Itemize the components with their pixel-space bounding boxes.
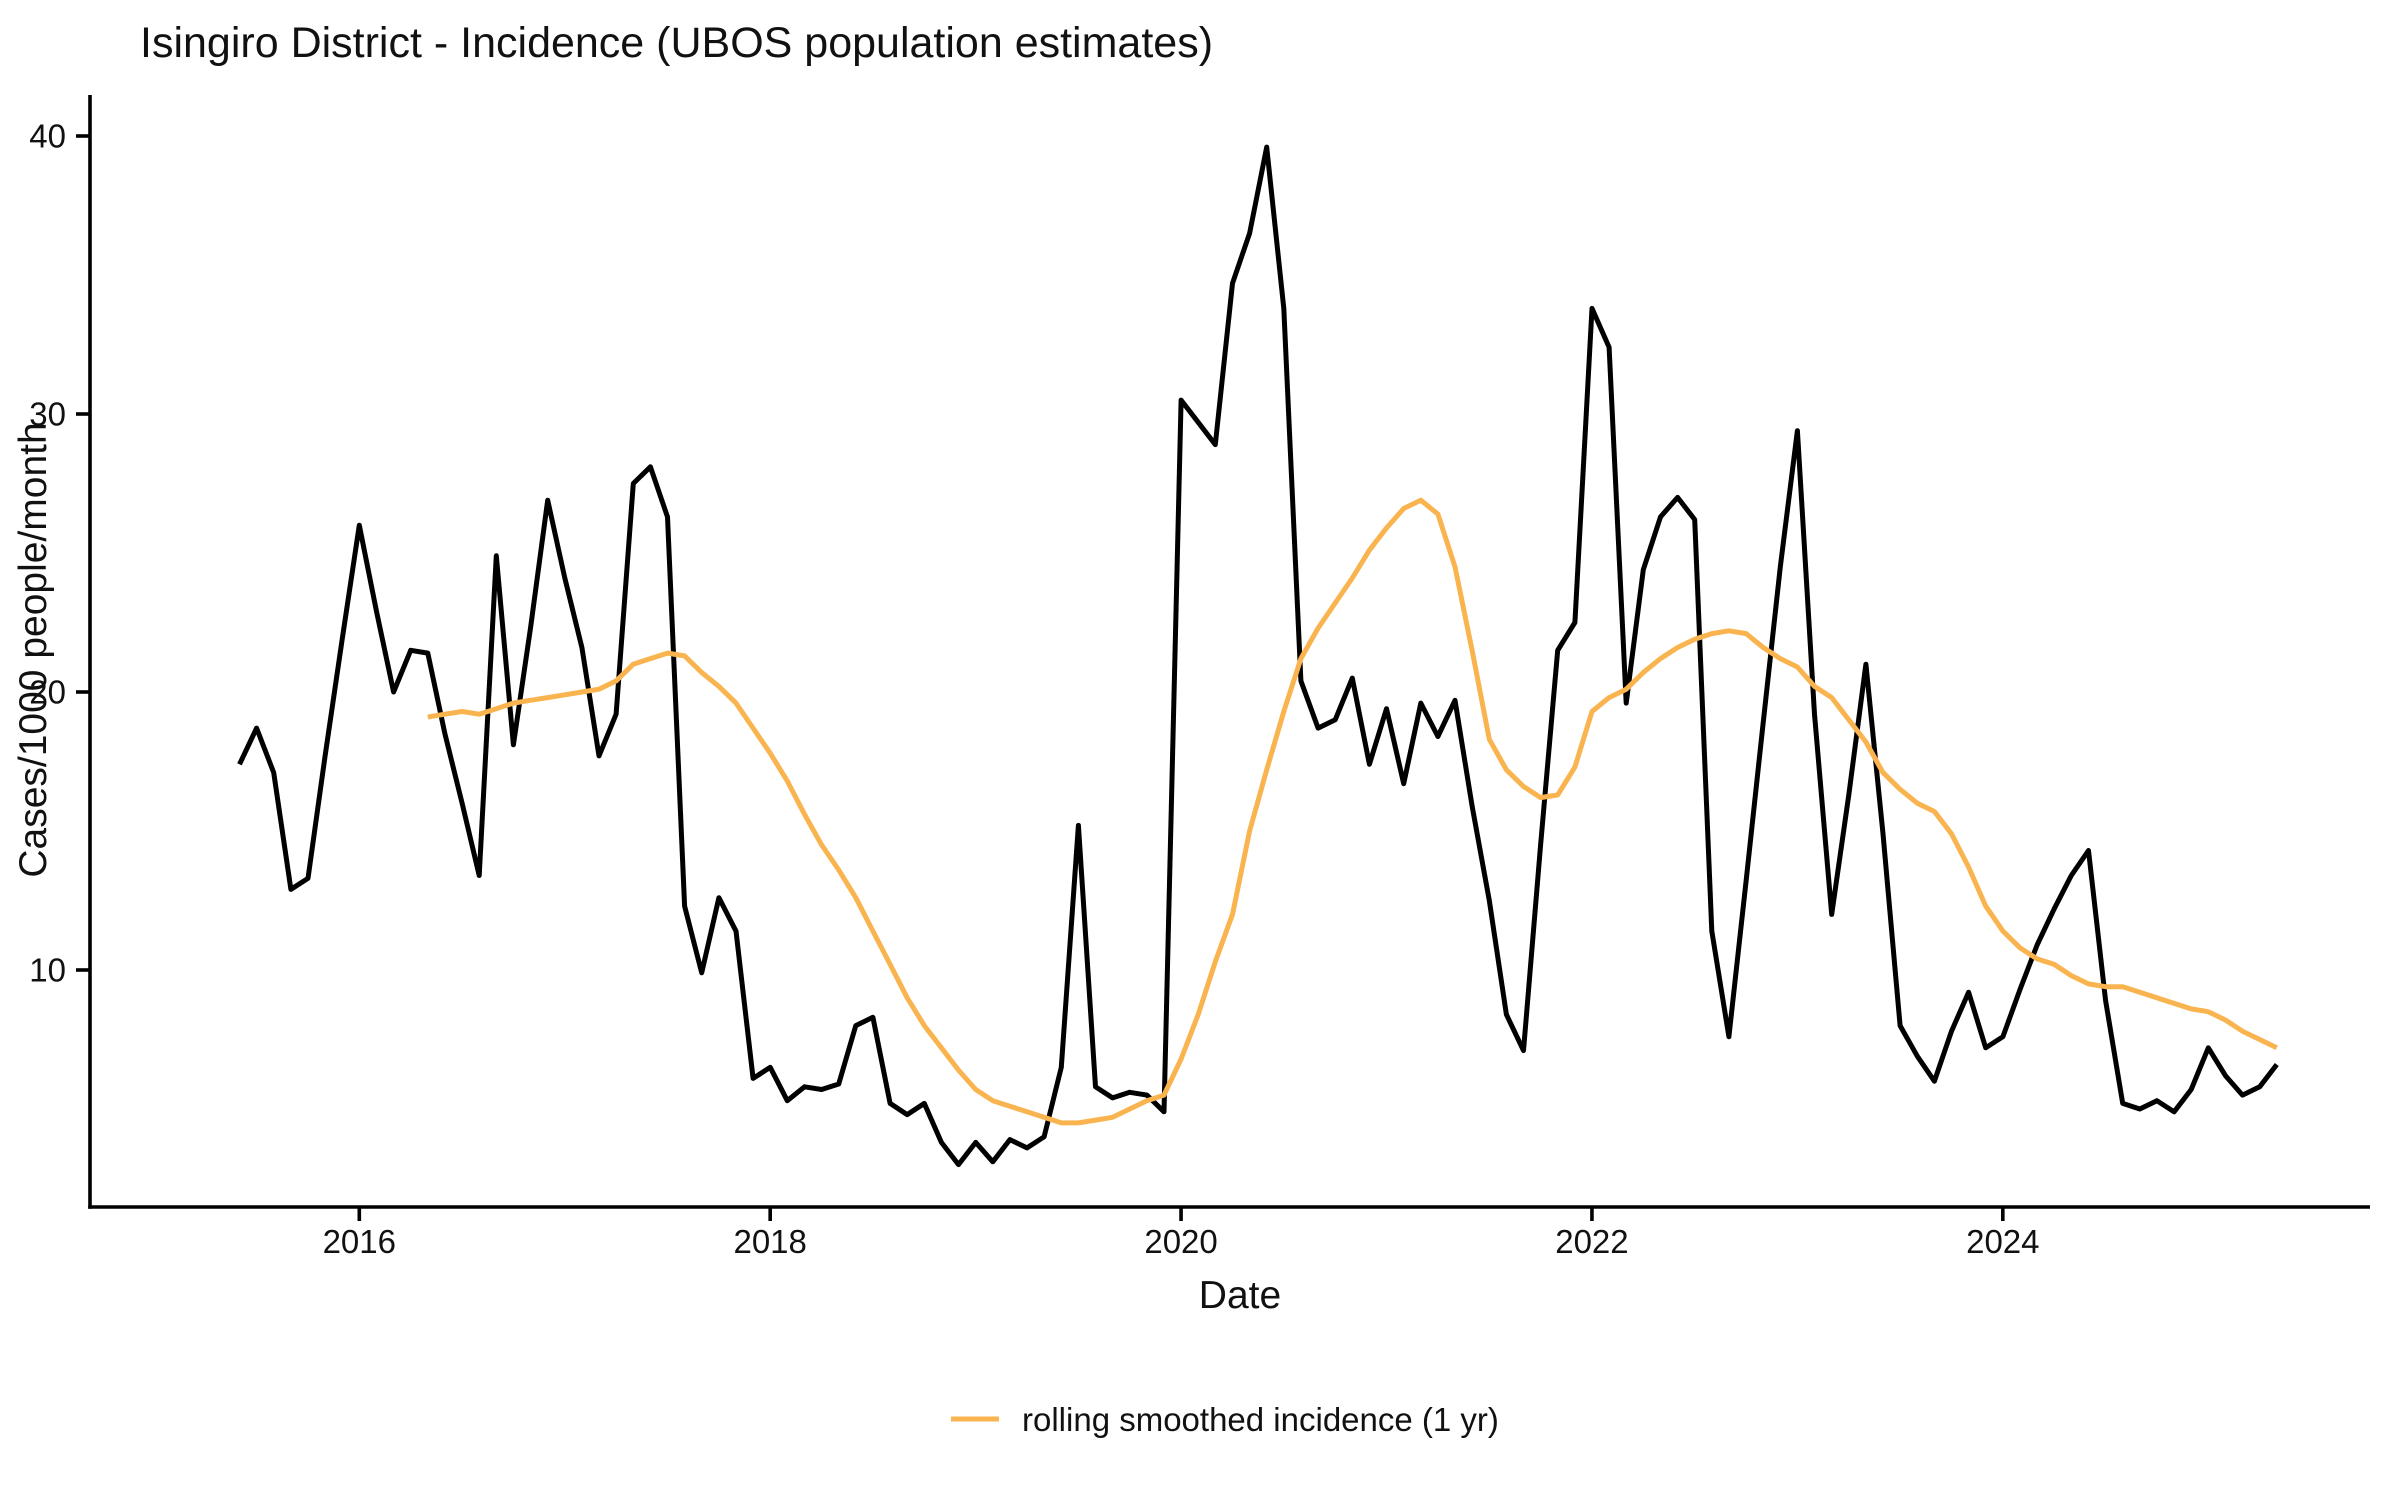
y-axis-ticks: 10 20 30 40 <box>29 118 90 989</box>
y-tick-label: 30 <box>29 396 66 433</box>
y-tick-label: 40 <box>29 118 66 155</box>
raw-incidence-line <box>237 144 2279 1168</box>
data-series <box>237 144 2279 1168</box>
legend: rolling smoothed incidence (1 yr) <box>951 1401 1499 1438</box>
x-axis-title: Date <box>1199 1274 1281 1317</box>
y-tick-label: 10 <box>29 952 66 989</box>
x-tick-label: 2020 <box>1144 1223 1217 1260</box>
x-tick-label: 2024 <box>1966 1223 2039 1260</box>
y-axis-title: Cases/1000 people/month <box>12 422 55 877</box>
legend-label: rolling smoothed incidence (1 yr) <box>1022 1401 1499 1438</box>
x-tick-label: 2018 <box>733 1223 806 1260</box>
x-axis-ticks: 2016 2018 2020 2022 2024 <box>323 1207 2040 1260</box>
x-tick-label: 2016 <box>323 1223 396 1260</box>
y-tick-label: 20 <box>29 674 66 711</box>
smoothed-incidence-line <box>427 497 2278 1126</box>
x-tick-label: 2022 <box>1555 1223 1628 1260</box>
chart-title: Isingiro District - Incidence (UBOS popu… <box>140 19 1213 67</box>
